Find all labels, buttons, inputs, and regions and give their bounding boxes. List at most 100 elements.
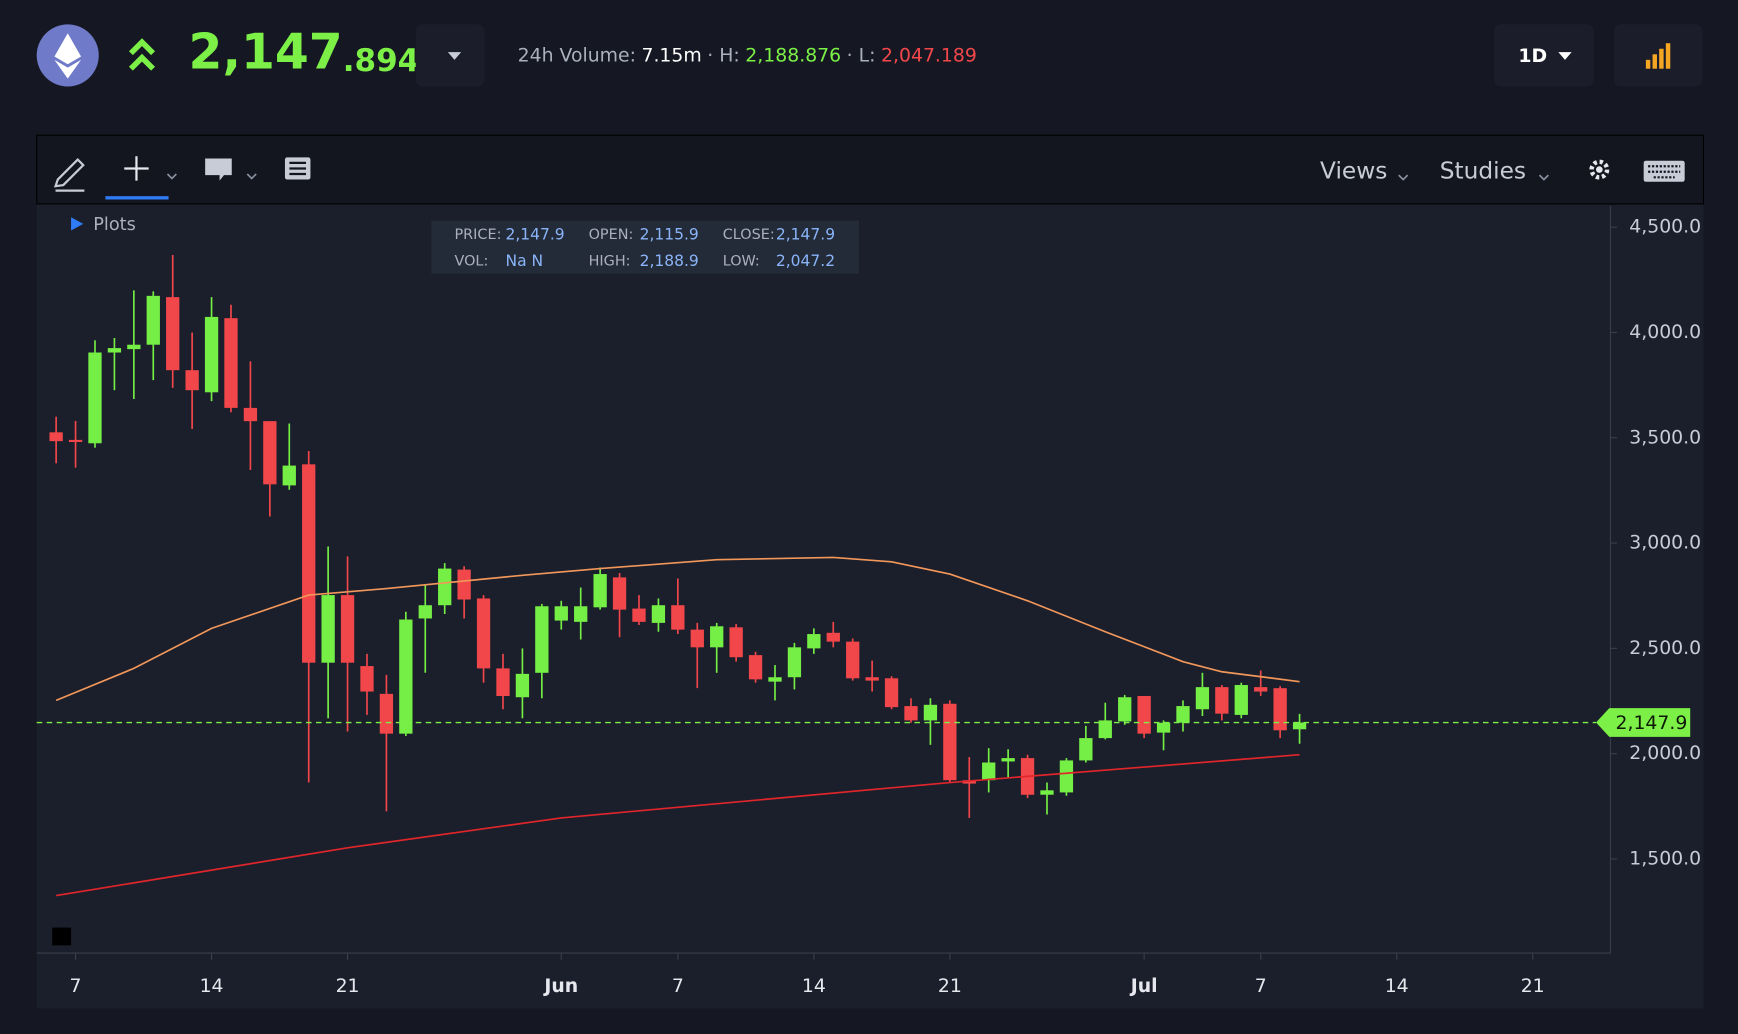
tooltip-value: 2,047.2 <box>776 252 835 270</box>
plot: 1,500.0 2,000.0 2,500.0 3,000.0 3,500.0 4,000… <box>36 217 1701 997</box>
candle-body <box>612 577 627 610</box>
candle-body <box>651 605 666 623</box>
stats: 24h Volume: 7.15m · H: 2,188.876 · L: 2,047.1… <box>518 45 977 66</box>
active-underline <box>105 196 169 200</box>
candle-body <box>1156 722 1171 733</box>
up-arrows <box>128 38 156 71</box>
x-tick-label: 21 <box>336 976 360 997</box>
candle-body <box>224 318 238 408</box>
interval-caret <box>1558 52 1572 60</box>
x-tick-label: 14 <box>802 976 826 997</box>
chart-type-button[interactable] <box>1613 24 1703 87</box>
add-caret <box>166 173 177 180</box>
views-menu[interactable]: Views <box>1320 157 1387 184</box>
plots-label[interactable]: Plots <box>93 215 136 235</box>
candle-body <box>768 677 782 682</box>
candle-body <box>1176 706 1190 723</box>
candle-body <box>1001 758 1015 762</box>
interval-button[interactable] <box>1494 24 1594 87</box>
comment-caret <box>246 173 257 180</box>
x-tick-label: 7 <box>672 976 684 997</box>
high: 2,188.876 <box>745 45 841 66</box>
price-fraction: .894 <box>343 43 420 79</box>
candle-body <box>1234 685 1248 715</box>
eth-logo-bottom <box>54 59 82 79</box>
candle-body <box>302 464 316 663</box>
tooltip-label: PRICE: <box>455 227 502 243</box>
candle-body <box>438 568 452 606</box>
settings[interactable] <box>1589 159 1610 180</box>
tooltip-label: OPEN: <box>589 227 634 243</box>
x-tick-label: Jul <box>1129 976 1158 997</box>
candle-body <box>146 295 160 345</box>
y-tick-label: 2,500.0 <box>1629 638 1701 659</box>
x-tick-label: 7 <box>1255 976 1267 997</box>
candle-body <box>865 677 879 681</box>
y-tick-label: 3,500.0 <box>1629 427 1701 448</box>
views-caret <box>1398 174 1409 181</box>
symbol-dropdown[interactable] <box>415 24 485 87</box>
candle-body <box>1292 722 1307 730</box>
candle-body <box>807 634 821 649</box>
plots-toggle[interactable] <box>71 217 84 231</box>
x-tick-label: 14 <box>1385 976 1409 997</box>
candle-body <box>554 606 568 621</box>
candle-body <box>166 297 180 371</box>
candle-body <box>515 673 530 698</box>
tooltip-value: 2,147.9 <box>505 225 564 243</box>
tooltip-bg <box>431 220 860 274</box>
candle-body <box>127 344 141 350</box>
candle-body <box>923 704 938 721</box>
candle-body <box>107 348 122 353</box>
eth-logo-top <box>54 33 82 65</box>
candle-body <box>457 569 471 600</box>
toolbar-bg <box>36 134 1705 205</box>
tooltip-value: 2,115.9 <box>640 225 699 243</box>
candle-body <box>49 432 63 442</box>
y-tick-label: 4,000.0 <box>1629 322 1701 343</box>
x-tick-label: 21 <box>1521 976 1545 997</box>
chart-panel <box>36 135 1704 1009</box>
candle-body <box>321 595 335 663</box>
add-tool[interactable] <box>124 156 149 181</box>
candle-body <box>535 606 549 673</box>
keyboard-keys <box>1648 165 1681 179</box>
candle-body <box>632 608 646 622</box>
candle-body <box>671 605 685 630</box>
corner-square <box>52 927 72 946</box>
candle-body <box>204 316 219 393</box>
candle-body <box>748 655 763 680</box>
candle-body <box>379 693 394 734</box>
candle-body <box>418 605 432 619</box>
candle-body <box>1254 687 1268 692</box>
draw-tool[interactable] <box>53 158 85 192</box>
candle-body <box>68 439 83 443</box>
x-tick-label: 7 <box>70 976 82 997</box>
candle-body <box>399 619 413 734</box>
comment-tool[interactable] <box>205 158 232 181</box>
studies-menu[interactable]: Studies <box>1440 157 1526 184</box>
candle-body <box>243 407 258 422</box>
candle-body <box>340 595 355 663</box>
average-line <box>55 753 1300 897</box>
tooltip-value: Na N <box>505 252 543 270</box>
candle-body <box>962 780 976 784</box>
header: 2,147.894 24h Volume: 7.15m · H: 2,188.876 ·… <box>36 24 1703 87</box>
x-tick-label: 14 <box>200 976 224 997</box>
candle-body <box>1273 688 1287 731</box>
list-lines <box>289 161 307 176</box>
tooltip-value: 2,188.9 <box>640 252 699 270</box>
settings-hub <box>1596 166 1603 173</box>
candle-body <box>943 703 957 781</box>
candle-body <box>263 421 277 485</box>
tooltip-label: LOW: <box>723 254 760 270</box>
tooltip-label: VOL: <box>455 254 489 270</box>
candle-body <box>690 629 704 648</box>
low: 2,047.189 <box>881 45 977 66</box>
candle-body <box>1215 687 1229 714</box>
candle-body <box>1079 738 1093 761</box>
candle-body <box>593 574 607 608</box>
price-tag-label: 2,147.9 <box>1615 713 1687 734</box>
tooltip-label: HIGH: <box>589 254 631 270</box>
